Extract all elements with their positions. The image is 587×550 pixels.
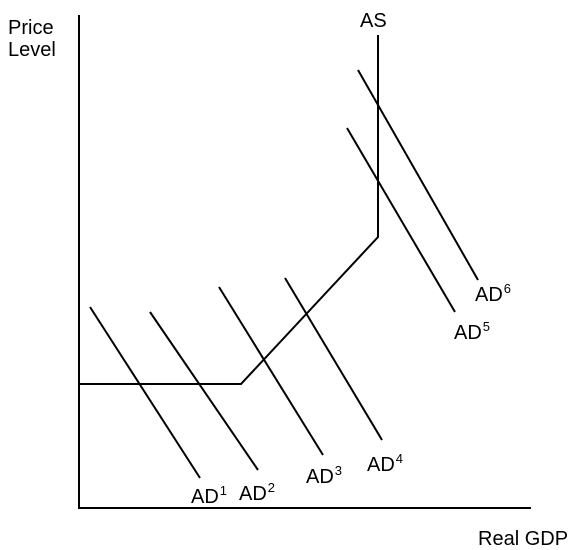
ad-label: AD5 xyxy=(454,319,490,344)
x-axis-label: Real GDP xyxy=(478,528,568,550)
ad-label-base: AD xyxy=(367,454,395,476)
as-label: AS xyxy=(360,10,387,32)
ad-curve xyxy=(89,306,201,479)
ad-label-base: AD xyxy=(191,486,219,508)
ad-label-sup: 2 xyxy=(268,480,275,495)
ad-label: AD6 xyxy=(475,281,511,306)
as-curve xyxy=(79,35,379,385)
ad-label: AD3 xyxy=(306,463,342,488)
ad-label-sup: 6 xyxy=(504,281,511,296)
ad-label-sup: 3 xyxy=(335,463,342,478)
ad-label-sup: 5 xyxy=(483,319,490,334)
ad-label-base: AD xyxy=(454,322,482,344)
ad-label: AD2 xyxy=(239,480,275,505)
ad-curve xyxy=(346,127,456,313)
ad-label: AD1 xyxy=(191,483,227,508)
y-axis-label: Level xyxy=(8,39,56,61)
ad-label-base: AD xyxy=(306,466,334,488)
ad-label-sup: 1 xyxy=(220,483,227,498)
ad-label-base: AD xyxy=(475,284,503,306)
ad-curve xyxy=(218,286,324,456)
ad-label-sup: 4 xyxy=(396,451,403,466)
ad-curve xyxy=(284,277,383,441)
ad-curve xyxy=(357,69,479,281)
y-axis-label: Price xyxy=(8,17,54,39)
ad-curve xyxy=(149,311,259,471)
ad-label: AD4 xyxy=(367,451,403,476)
ad-label-base: AD xyxy=(239,483,267,505)
